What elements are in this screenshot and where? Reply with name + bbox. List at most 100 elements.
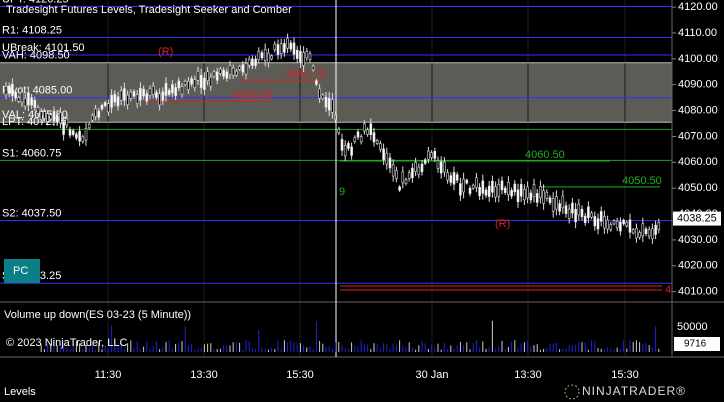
candle-body [443, 161, 446, 173]
candle-body [452, 172, 456, 185]
candle-body [439, 161, 443, 174]
candle-body [49, 114, 53, 120]
candle-body [379, 143, 382, 150]
candle-body [414, 162, 417, 172]
candle-body [430, 152, 433, 158]
candle-body [263, 48, 267, 61]
candle-body [580, 208, 584, 218]
candle-body [417, 166, 421, 175]
candle-body [619, 221, 622, 232]
candle-body [273, 43, 277, 50]
candle-body [583, 215, 587, 223]
candle-body [17, 97, 21, 102]
candle-body [228, 65, 232, 75]
candle-body [318, 88, 321, 99]
candle-body [382, 148, 385, 160]
candle-body [385, 152, 389, 165]
candle-body [625, 222, 629, 227]
candle-body [155, 91, 158, 98]
candle-body [638, 232, 641, 238]
candle-body [132, 91, 136, 97]
current-price: 4038.25 [677, 212, 717, 224]
marker: 9 [339, 186, 345, 198]
candle-body [251, 58, 254, 66]
candle-body [353, 137, 357, 142]
candle-body [324, 96, 328, 108]
candle-body [398, 186, 401, 191]
candle-body [564, 205, 568, 214]
candle-body [593, 216, 597, 227]
candle-body [609, 224, 613, 230]
candle-body [535, 193, 539, 203]
level-label: UBreak: 4101.50 [2, 42, 85, 54]
candle-body [20, 91, 24, 103]
tab[interactable]: Levels [4, 386, 36, 398]
candle-body [574, 208, 577, 223]
candle-body [126, 94, 129, 105]
candle-body [369, 123, 373, 136]
candle-body [30, 97, 33, 106]
candle-body [606, 219, 609, 230]
candle-body [39, 111, 43, 120]
pc-button[interactable] [4, 259, 40, 283]
candle-body [628, 219, 632, 233]
candle-body [411, 167, 414, 179]
price-label: 4060.50 [525, 149, 565, 161]
candle-body [455, 174, 459, 181]
candle-body [462, 178, 465, 193]
candle-body [222, 69, 225, 77]
candle-body [161, 91, 165, 101]
candle-body [567, 208, 571, 220]
candle-body [302, 52, 305, 66]
candle-body [62, 121, 65, 135]
candle-body [97, 110, 101, 118]
candle-body [551, 198, 555, 212]
candle-body [500, 180, 504, 191]
candle-body [286, 38, 289, 49]
candle-body [356, 131, 360, 138]
level-label: UPT: 4120.25 [2, 0, 69, 5]
price-tick-label: 4070.00 [678, 130, 718, 142]
volume-panel: 11:30 13:30 15:30 30 Jan 13:30 15:30 [40, 320, 660, 381]
candle-body [503, 187, 507, 193]
volume-tick: 50000 [677, 321, 708, 333]
candle-body [267, 52, 270, 63]
candle-body [59, 112, 62, 124]
level-label: LPT: 4072.75 [2, 116, 67, 128]
candle-body [75, 133, 78, 139]
candle-body [558, 203, 561, 212]
candle-body [363, 123, 366, 132]
candle-body [340, 138, 344, 151]
price-tick-label: 4030.00 [678, 234, 718, 246]
candle-body [199, 74, 203, 89]
pc-button-label[interactable]: PC [13, 265, 28, 277]
candle-body [391, 164, 395, 177]
candle-body [590, 212, 593, 218]
price-tick-label: 4050.00 [678, 182, 718, 194]
candle-body [622, 219, 625, 225]
candle-body [395, 170, 398, 179]
candle-body [78, 130, 81, 142]
candle-body [571, 202, 574, 214]
candle-body [260, 52, 264, 59]
candle-body [292, 42, 296, 55]
candle-body [110, 94, 113, 108]
candle-body [321, 94, 325, 99]
candle-body [347, 143, 350, 149]
volume-current-box [674, 337, 720, 351]
candle-body [52, 110, 56, 122]
candle-body [366, 129, 369, 135]
price-tick-label: 4080.00 [678, 104, 718, 116]
candle-body [238, 66, 241, 70]
candle-body [209, 77, 213, 87]
candle-body [295, 49, 299, 59]
candle-body [315, 80, 318, 85]
candle-body [206, 71, 209, 82]
candle-body [436, 160, 440, 169]
candle-body [651, 228, 654, 240]
candle-body [43, 111, 46, 119]
price-tick-label: 4060.00 [678, 156, 718, 168]
candle-body [532, 184, 536, 197]
candle-body [235, 70, 238, 76]
marker: (R) [158, 46, 173, 58]
